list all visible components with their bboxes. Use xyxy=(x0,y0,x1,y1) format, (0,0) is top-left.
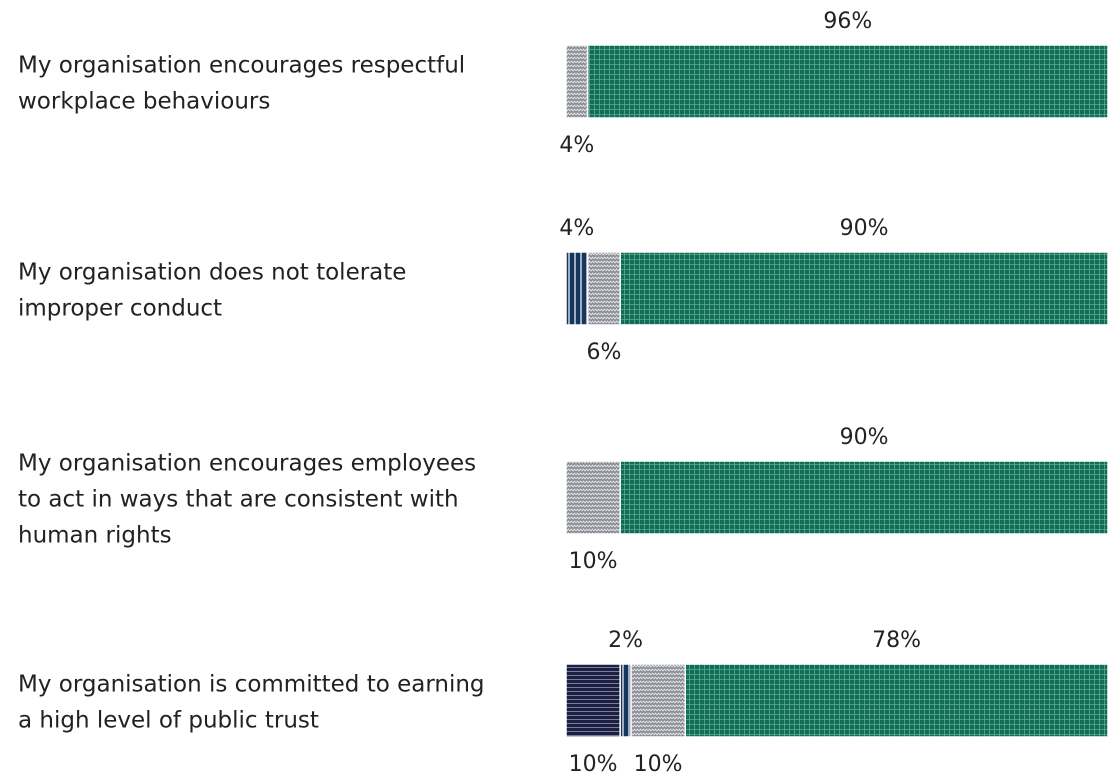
bar-segment-series-4 xyxy=(684,663,1109,738)
category-label: My organisation does not tolerate imprope… xyxy=(18,260,406,322)
bar-segment-series-3 xyxy=(565,44,589,119)
bar-segment-series-2 xyxy=(565,251,589,326)
bar-segment-series-2 xyxy=(619,663,632,738)
value-label: 4% xyxy=(559,133,594,158)
value-label: 2% xyxy=(608,628,643,653)
bar-segment-series-3 xyxy=(630,663,686,738)
value-label: 10% xyxy=(634,752,683,775)
value-label: 6% xyxy=(586,340,621,365)
bar-segment-series-3 xyxy=(586,251,621,326)
category-label: My organisation encourages respectful wor… xyxy=(18,53,465,115)
value-label: 96% xyxy=(823,9,872,34)
value-label: 90% xyxy=(840,425,889,450)
bar-segment-series-3 xyxy=(565,460,621,535)
bar-segment-series-4 xyxy=(619,460,1109,535)
bar-segment-series-4 xyxy=(619,251,1109,326)
value-label: 90% xyxy=(840,216,889,241)
value-label: 10% xyxy=(569,549,618,574)
bar-segment-series-1 xyxy=(565,663,621,738)
value-label: 4% xyxy=(559,216,594,241)
value-label: 78% xyxy=(872,628,921,653)
value-label: 10% xyxy=(569,752,618,775)
bar-segment-series-4 xyxy=(586,44,1109,119)
category-label: My organisation is committed to earning a… xyxy=(18,672,485,734)
category-label: My organisation encourages employees to a… xyxy=(18,451,476,549)
